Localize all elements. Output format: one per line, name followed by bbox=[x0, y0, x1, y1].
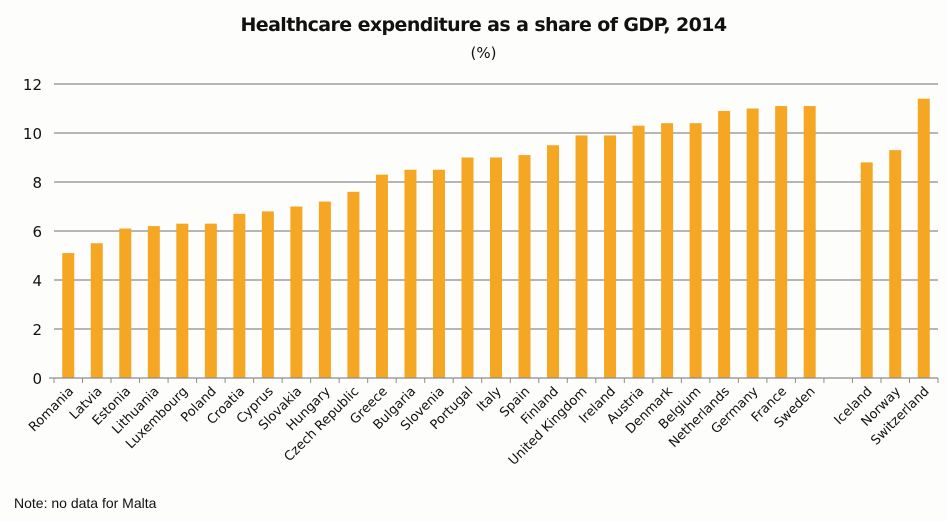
bar bbox=[233, 213, 246, 378]
bar bbox=[689, 123, 702, 378]
footnote: Note: no data for Malta bbox=[14, 495, 157, 511]
bar bbox=[661, 123, 674, 378]
bar bbox=[432, 169, 445, 378]
y-tick-label: 8 bbox=[32, 174, 42, 192]
bar bbox=[490, 157, 502, 378]
bar bbox=[62, 253, 75, 378]
y-tick-label: 6 bbox=[32, 223, 42, 241]
chart-subtitle: (%) bbox=[470, 44, 497, 62]
bar bbox=[889, 150, 902, 378]
y-tick-label: 10 bbox=[23, 125, 42, 143]
y-tick-label: 4 bbox=[32, 272, 42, 290]
bar bbox=[746, 108, 759, 378]
chart-title: Healthcare expenditure as a share of GDP… bbox=[240, 14, 728, 36]
y-tick-label: 12 bbox=[23, 76, 42, 94]
bar bbox=[290, 206, 303, 378]
bar bbox=[461, 157, 474, 378]
bar bbox=[347, 191, 360, 378]
bar bbox=[318, 201, 331, 378]
bar bbox=[204, 223, 217, 378]
y-tick-label: 2 bbox=[32, 321, 42, 339]
bar bbox=[575, 135, 588, 378]
bar bbox=[147, 226, 160, 378]
bar bbox=[404, 169, 417, 378]
bar bbox=[375, 174, 388, 378]
bar bbox=[860, 162, 873, 378]
bar bbox=[775, 106, 788, 379]
bar bbox=[917, 98, 930, 378]
bar bbox=[518, 155, 531, 378]
bar bbox=[176, 223, 189, 378]
bar bbox=[119, 228, 132, 378]
bar bbox=[547, 145, 560, 378]
bar bbox=[718, 110, 731, 378]
bars bbox=[62, 98, 930, 379]
x-axis-labels: RomaniaLatviaEstoniaLithuaniaLuxembourgP… bbox=[26, 384, 932, 469]
bar bbox=[803, 106, 816, 379]
y-axis-ticks: 0 2 4 6 8 10 12 bbox=[23, 76, 42, 388]
bar bbox=[261, 211, 274, 378]
y-tick-label: 0 bbox=[32, 370, 42, 388]
bar bbox=[90, 243, 103, 378]
bar bbox=[604, 135, 617, 378]
bar bbox=[632, 125, 645, 379]
x-axis bbox=[49, 377, 939, 383]
